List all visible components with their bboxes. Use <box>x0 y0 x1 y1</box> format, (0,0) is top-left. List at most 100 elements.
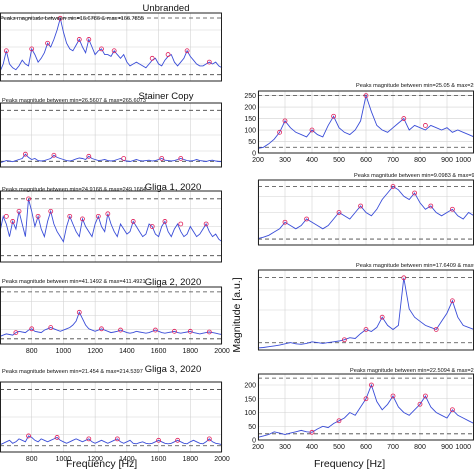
peak-marker <box>67 213 73 219</box>
peak-marker <box>390 393 396 399</box>
x-tick-label: 800 <box>414 157 426 164</box>
peak-marker <box>99 46 104 52</box>
peak-marker <box>187 328 193 334</box>
peak-marker <box>26 196 31 202</box>
y-tick-label: 200 <box>244 383 256 390</box>
peak-marker <box>54 435 60 440</box>
peak-marker <box>26 433 31 439</box>
peak-marker <box>282 219 288 225</box>
y-axis-label-right: Magnitude [a.u.] <box>231 277 243 352</box>
spectrum-line <box>0 435 223 446</box>
peak-marker <box>178 221 184 227</box>
peak-marker <box>422 393 428 399</box>
spectrum-line <box>257 93 474 149</box>
peak-marker <box>80 216 85 222</box>
peak-marker <box>417 401 423 407</box>
x-tick-label: 2000 <box>214 348 230 355</box>
panel-title: Stainer Copy <box>139 91 194 102</box>
peak-marker <box>48 325 54 330</box>
peak-marker <box>184 48 190 54</box>
peak-marker <box>206 59 212 65</box>
panel-title: Unbranded <box>142 3 189 14</box>
peak-marker <box>422 123 428 128</box>
panel-title: Gliga 2, 2020 <box>145 277 202 288</box>
peaks-caption: Peaks magnitude between min=41.1492 & ma… <box>2 279 146 285</box>
plot-frame <box>0 381 222 453</box>
spectrum-line <box>257 277 474 349</box>
peaks-caption: Peaks magnitude between min=25.05 & max=… <box>356 83 474 89</box>
peak-marker <box>449 407 455 413</box>
peak-marker <box>449 206 455 212</box>
spectrum-panel-3: Peaks magnitude between min=24.9168 & ma… <box>0 182 223 263</box>
spectrum-line <box>0 153 223 164</box>
peaks-caption: Peaks magnitude between min=24.9168 & ma… <box>2 187 146 193</box>
peak-marker <box>412 190 418 196</box>
spectrum-line <box>257 185 474 239</box>
peak-marker <box>401 116 407 121</box>
x-tick-label: 300 <box>279 157 291 164</box>
x-tick-label: 600 <box>360 444 372 451</box>
plot-frame <box>0 102 222 168</box>
x-tick-label: 1800 <box>182 456 198 463</box>
x-tick-label: 900 <box>441 444 453 451</box>
y-tick-label: 100 <box>244 128 256 135</box>
peak-marker <box>363 93 369 98</box>
peak-marker <box>401 275 407 281</box>
peak-marker <box>363 327 369 332</box>
peak-marker <box>16 208 22 214</box>
x-tick-label: 700 <box>387 157 399 164</box>
peak-marker <box>45 40 50 46</box>
x-tick-label: 500 <box>333 444 345 451</box>
spectrum-panel-4: Peaks magnitude between min=41.1492 & ma… <box>0 277 230 355</box>
x-tick-label: 1000 <box>455 444 471 451</box>
x-tick-label: 800 <box>414 444 426 451</box>
peak-marker <box>86 153 92 159</box>
spectrum-panel-9: Peaks magnitude between min=22.5094 & ma… <box>244 368 474 451</box>
panel-layer: Peaks magnitude between min=16.6786 & ma… <box>0 3 474 463</box>
x-tick-label: 200 <box>252 157 264 164</box>
y-tick-label: 0 <box>252 151 256 158</box>
spectrum-panel-6: Peaks magnitude between min=25.05 & max=… <box>244 83 474 164</box>
peak-marker <box>379 314 385 320</box>
peak-marker <box>206 436 212 442</box>
peak-marker <box>172 328 177 334</box>
peak-marker <box>309 127 315 133</box>
peak-marker <box>149 224 155 229</box>
x-tick-label: 700 <box>387 444 399 451</box>
y-tick-label: 50 <box>248 424 256 431</box>
y-tick-label: 250 <box>244 93 256 100</box>
y-tick-label: 0 <box>252 438 256 445</box>
peak-marker <box>304 216 310 222</box>
x-tick-label: 800 <box>26 348 38 355</box>
x-tick-label: 400 <box>306 157 318 164</box>
y-tick-label: 100 <box>244 410 256 417</box>
peak-marker <box>57 15 63 21</box>
x-tick-label: 1200 <box>87 456 103 463</box>
peak-marker <box>159 156 165 161</box>
spectrum-panel-8: Peaks magnitude between min=17.6409 & ma… <box>257 263 474 351</box>
peak-marker <box>309 429 315 435</box>
peak-marker <box>162 219 168 224</box>
peak-marker <box>449 298 455 304</box>
x-axis-label-left: Frequency [Hz] <box>66 458 137 470</box>
peak-marker <box>277 129 283 135</box>
x-tick-label: 300 <box>279 444 291 451</box>
peak-marker <box>76 309 82 315</box>
peak-marker <box>152 327 158 333</box>
x-tick-label: 2000 <box>214 456 230 463</box>
peak-marker <box>341 337 347 343</box>
peak-marker <box>118 327 123 333</box>
peak-marker <box>165 52 171 57</box>
x-tick-label: 800 <box>26 456 38 463</box>
spectrum-line <box>257 383 474 438</box>
peak-marker <box>114 436 120 442</box>
peak-marker <box>105 211 111 217</box>
x-axis-label-right: Frequency [Hz] <box>314 458 385 470</box>
peak-marker <box>149 55 155 61</box>
peak-marker <box>51 152 57 158</box>
peak-marker <box>95 213 101 219</box>
peak-marker <box>428 203 434 209</box>
peak-marker <box>363 396 369 402</box>
x-tick-label: 1400 <box>119 456 135 463</box>
